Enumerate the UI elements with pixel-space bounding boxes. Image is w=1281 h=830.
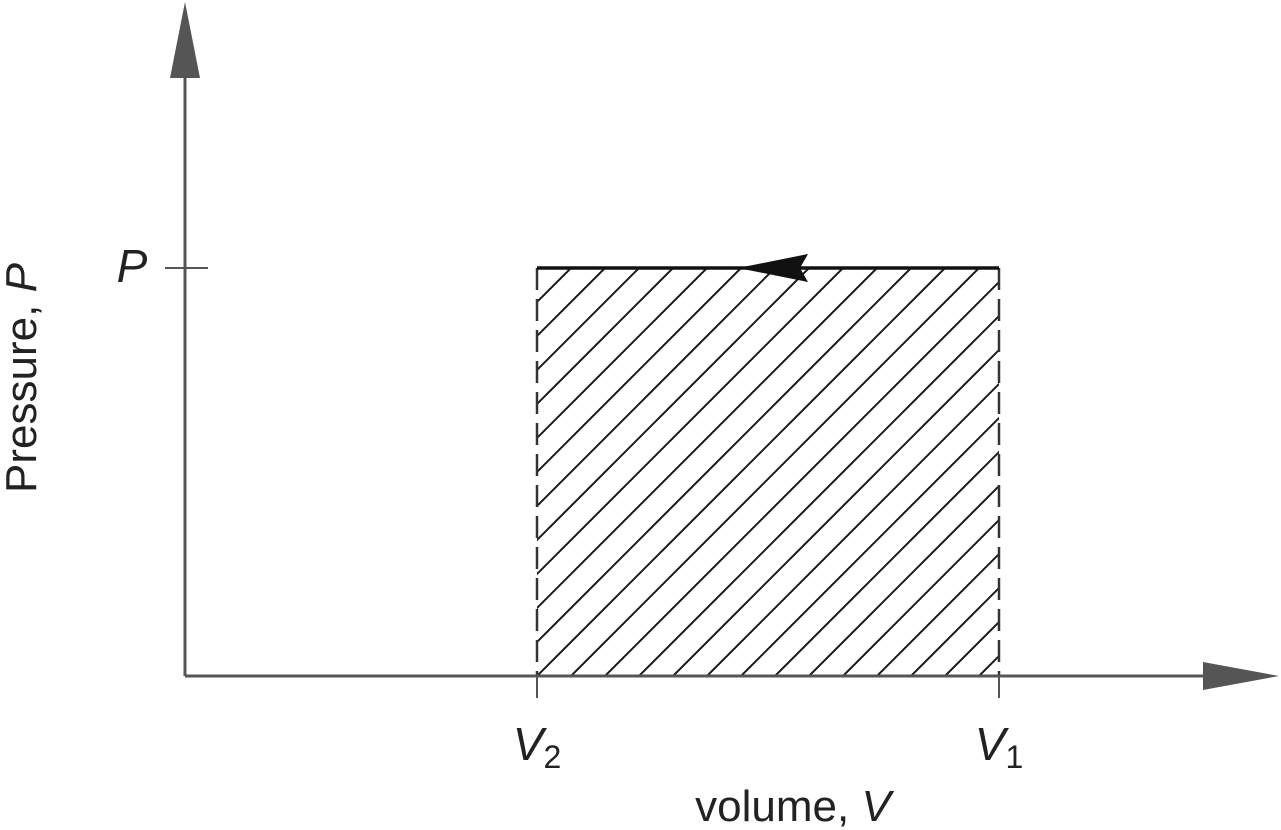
- x-axis-label-symbol: V: [861, 782, 894, 830]
- pressure-tick-label: P: [117, 240, 148, 292]
- x-axis-label-text: volume,: [695, 782, 861, 830]
- hatch-line: [537, 268, 912, 644]
- x-axis-label: volume, V: [695, 782, 894, 830]
- hatch-line: [537, 268, 776, 508]
- hatch-line: [978, 654, 999, 676]
- hatch-line: [537, 268, 742, 474]
- y-axis-arrowhead: [170, 2, 200, 78]
- hatch-line: [537, 268, 606, 338]
- hatch-line: [638, 314, 999, 676]
- hatch-line: [537, 268, 946, 676]
- y-axis-label: Pressure, P: [0, 262, 46, 493]
- hatch-line: [808, 484, 999, 676]
- hatch-line: [537, 268, 538, 270]
- hatch-line: [570, 268, 980, 676]
- y-axis-label-text: Pressure,: [0, 292, 46, 493]
- v1-subscript: 1: [1005, 739, 1023, 775]
- hatch-line: [537, 268, 640, 372]
- hatch-line: [706, 382, 999, 676]
- hatch-line: [537, 268, 708, 440]
- v1-symbol: V: [975, 718, 1010, 770]
- v2-symbol: V: [513, 718, 548, 770]
- hatch-line: [537, 268, 674, 406]
- hatch-line: [910, 586, 999, 676]
- work-area-hatching: [537, 268, 1281, 676]
- hatch-line: [876, 552, 999, 676]
- v1-tick-label: V1: [975, 718, 1023, 775]
- hatch-line: [944, 620, 999, 676]
- hatch-line: [537, 268, 810, 542]
- hatch-line: [740, 416, 999, 676]
- hatch-line: [537, 268, 572, 304]
- process-direction-arrow: [738, 254, 808, 282]
- hatch-line: [672, 348, 999, 676]
- hatch-line: [842, 518, 999, 676]
- v2-subscript: 2: [543, 739, 561, 775]
- y-axis-label-symbol: P: [0, 262, 46, 292]
- hatch-line: [1013, 268, 1281, 676]
- x-axis-arrowhead: [1203, 662, 1279, 690]
- hatch-line: [774, 450, 999, 676]
- hatch-line: [537, 268, 844, 576]
- hatch-line: [537, 268, 878, 610]
- v2-tick-label: V2: [513, 718, 561, 775]
- hatch-line: [604, 280, 999, 676]
